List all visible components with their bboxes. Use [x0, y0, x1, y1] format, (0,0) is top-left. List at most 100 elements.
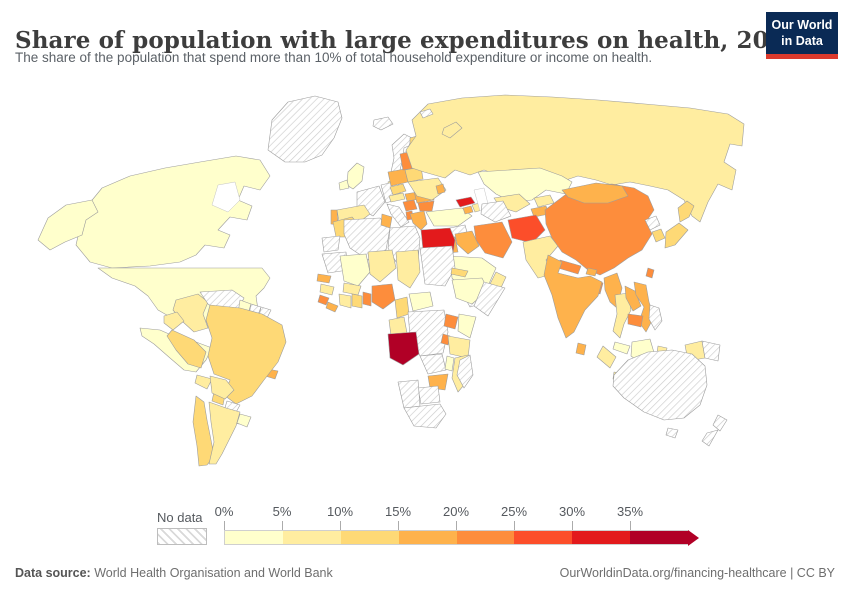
world-map [0, 90, 850, 510]
country-laos[interactable] [624, 285, 642, 312]
country-ireland[interactable] [338, 179, 350, 191]
country-ukraine[interactable] [407, 177, 447, 201]
country-kazakhstan[interactable] [477, 167, 573, 203]
country-zimbabwe[interactable] [427, 373, 449, 391]
country-zambia[interactable] [419, 353, 447, 375]
country-alaska[interactable] [37, 199, 99, 251]
hudson-bay [211, 181, 241, 213]
legend-bin-15-20[interactable] [398, 530, 457, 545]
country-ivorycoast[interactable] [338, 293, 352, 309]
country-australia[interactable] [612, 349, 708, 421]
country-ecuador[interactable] [163, 311, 185, 331]
country-liberia[interactable] [325, 301, 339, 313]
legend-bin-10-15[interactable] [340, 530, 399, 545]
country-malaysia[interactable] [612, 341, 631, 355]
country-balkans[interactable] [402, 199, 418, 212]
country-sierraleone[interactable] [317, 294, 330, 306]
country-bulgaria[interactable] [417, 200, 435, 212]
country-burkinafaso[interactable] [342, 282, 362, 296]
country-cambodia[interactable] [627, 313, 644, 328]
country-china[interactable] [544, 183, 655, 276]
country-greece[interactable] [409, 210, 428, 231]
country-mongolia[interactable] [561, 182, 629, 204]
country-southafrica[interactable] [403, 403, 447, 429]
country-rwandaburundi[interactable] [440, 333, 451, 346]
country-botswana[interactable] [417, 385, 441, 405]
country-guinea[interactable] [319, 283, 335, 296]
country-georgia[interactable] [455, 196, 476, 208]
country-colombia[interactable] [172, 293, 209, 333]
legend-bin-35-plus[interactable] [630, 530, 688, 545]
legend-nodata-swatch[interactable] [157, 528, 207, 545]
country-northkorea[interactable] [644, 215, 661, 231]
country-italy[interactable] [386, 203, 410, 228]
country-poland[interactable] [387, 168, 409, 187]
legend-tickmark [340, 521, 341, 530]
country-canada[interactable] [75, 155, 271, 269]
country-tasmania[interactable] [665, 427, 679, 439]
country-iraq[interactable] [454, 230, 480, 255]
country-bolivia[interactable] [209, 375, 235, 400]
country-somalia[interactable] [473, 281, 506, 317]
country-greenland[interactable] [267, 95, 343, 163]
country-mali[interactable] [339, 253, 371, 287]
country-angola[interactable] [387, 331, 420, 366]
country-srilanka[interactable] [575, 342, 587, 356]
country-bhutan[interactable] [585, 267, 598, 277]
country-novayazemlya[interactable] [441, 121, 463, 139]
country-southkorea[interactable] [651, 228, 666, 243]
country-taiwan[interactable] [645, 267, 655, 279]
country-india[interactable] [543, 254, 603, 339]
country-armenia[interactable] [462, 205, 474, 215]
country-iran[interactable] [473, 221, 513, 259]
country-chad[interactable] [395, 249, 421, 289]
country-niger[interactable] [367, 249, 397, 283]
country-malawi[interactable] [444, 355, 455, 372]
legend-bin-25-30[interactable] [514, 530, 573, 545]
country-cameroon[interactable] [394, 296, 410, 319]
country-uk[interactable] [346, 162, 365, 190]
country-czechia[interactable] [389, 183, 407, 196]
country-philippines[interactable] [648, 304, 663, 331]
data-source: Data source: World Health Organisation a… [15, 566, 333, 580]
country-kenya[interactable] [457, 313, 477, 339]
country-madagascar[interactable] [456, 354, 474, 389]
world-map-svg [37, 94, 745, 467]
country-brazil[interactable] [205, 304, 287, 405]
country-moldova[interactable] [435, 183, 446, 195]
legend-nodata[interactable]: No data [157, 510, 207, 545]
owid-logo-line1: Our World [771, 18, 833, 32]
country-japan[interactable] [664, 200, 695, 249]
legend-bin-20-25[interactable] [456, 530, 515, 545]
country-nigeria[interactable] [371, 283, 396, 310]
country-uganda[interactable] [443, 313, 459, 330]
country-sudan[interactable] [419, 245, 456, 287]
country-tanzania[interactable] [447, 335, 471, 359]
country-turkey[interactable] [425, 207, 473, 227]
owid-logo-box: Our World in Data [766, 12, 838, 55]
owid-logo[interactable]: Our World in Data [766, 12, 838, 60]
country-car[interactable] [408, 291, 434, 312]
country-newzealand[interactable] [701, 414, 728, 447]
country-png[interactable] [701, 340, 721, 362]
country-iceland[interactable] [372, 116, 394, 131]
country-westernsahara[interactable] [321, 235, 341, 253]
country-eritrea[interactable] [450, 267, 469, 278]
country-namibia[interactable] [397, 379, 421, 409]
country-svalbard[interactable] [419, 108, 434, 119]
country-guatemala[interactable] [194, 374, 213, 390]
country-afghanistan[interactable] [507, 214, 546, 244]
country-peru[interactable] [166, 329, 207, 369]
country-togobenin[interactable] [362, 291, 372, 307]
country-uruguay[interactable] [236, 413, 252, 428]
country-ghana[interactable] [351, 293, 363, 309]
attribution-link[interactable]: OurWorldinData.org/financing-healthcare … [559, 566, 835, 580]
country-turkmenistan[interactable] [480, 200, 512, 223]
legend-bin-0-5[interactable] [224, 530, 283, 545]
country-argentina[interactable] [208, 401, 241, 465]
legend-bin-30-35[interactable] [572, 530, 631, 545]
country-austria[interactable] [388, 192, 406, 203]
country-sumatra[interactable] [596, 345, 617, 369]
country-senegal[interactable] [316, 273, 332, 284]
legend-bin-5-10[interactable] [282, 530, 341, 545]
